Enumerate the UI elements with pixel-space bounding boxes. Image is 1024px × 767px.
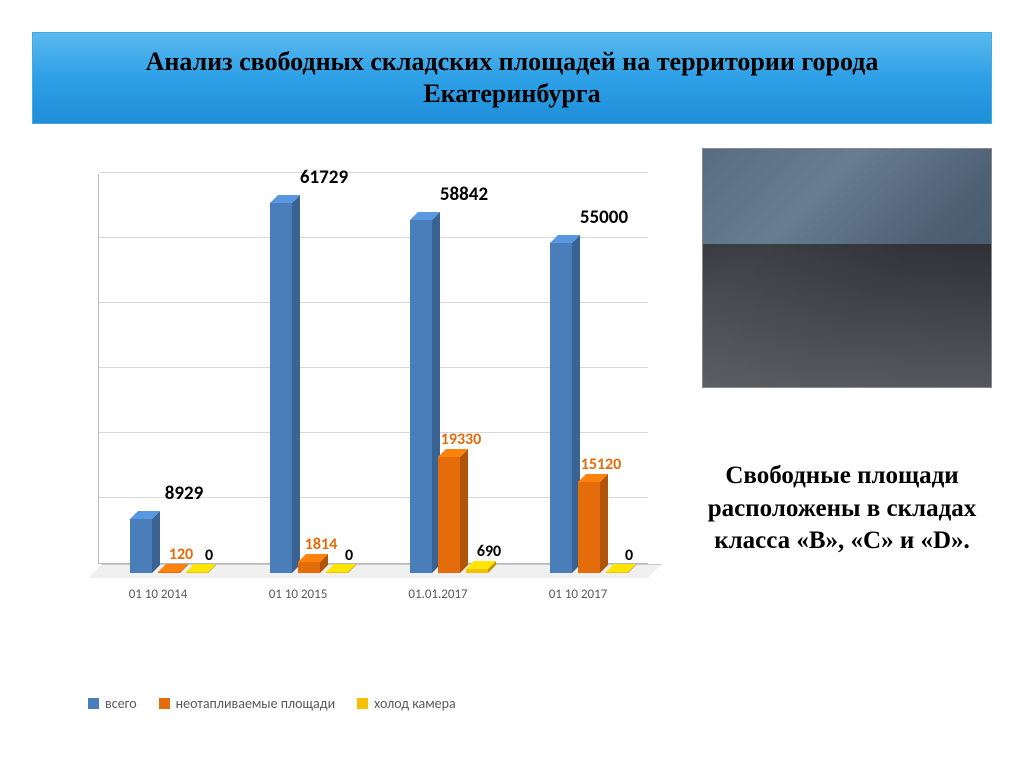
- legend: всего неотапливаемые площади холод камера: [88, 695, 456, 712]
- legend-item: всего: [88, 695, 137, 712]
- bar-value-label: 0: [174, 546, 244, 565]
- legend-label: холод камера: [374, 695, 456, 712]
- legend-item: холод камера: [357, 695, 456, 712]
- bar-value-label: 0: [594, 546, 664, 565]
- legend-swatch: [159, 698, 170, 709]
- legend-item: неотапливаемые площади: [159, 695, 335, 712]
- legend-label: неотапливаемые площади: [176, 695, 335, 712]
- slide-title: Анализ свободных складских площадей на т…: [73, 46, 951, 111]
- bar-value-label: 55000: [544, 206, 664, 229]
- plot-area: 01 10 201401 10 201501.01.201701 10 2017…: [88, 160, 648, 620]
- bar-value-label: 19330: [426, 430, 496, 449]
- slide: Анализ свободных складских площадей на т…: [0, 0, 1024, 767]
- bar-value-label: 15120: [566, 455, 636, 474]
- bar-chart: 01 10 201401 10 201501.01.201701 10 2017…: [48, 140, 668, 720]
- x-tick-label: 01 10 2014: [88, 587, 228, 602]
- legend-swatch: [357, 698, 368, 709]
- legend-label: всего: [105, 695, 137, 712]
- bar-value-label: 8929: [124, 482, 244, 505]
- bar-value-label: 0: [314, 546, 384, 565]
- x-axis: 01 10 201401 10 201501.01.201701 10 2017: [88, 587, 648, 602]
- bar-value-label: 58842: [404, 183, 524, 206]
- bar-value-label: 690: [454, 542, 524, 561]
- legend-swatch: [88, 698, 99, 709]
- title-bar: Анализ свободных складских площадей на т…: [32, 32, 992, 124]
- x-tick-label: 01 10 2015: [228, 587, 368, 602]
- side-caption: Свободные площади расположены в складах …: [692, 460, 992, 558]
- warehouse-photo: [702, 148, 992, 388]
- x-tick-label: 01.01.2017: [368, 587, 508, 602]
- bar-value-label: 61729: [264, 166, 384, 189]
- x-tick-label: 01 10 2017: [508, 587, 648, 602]
